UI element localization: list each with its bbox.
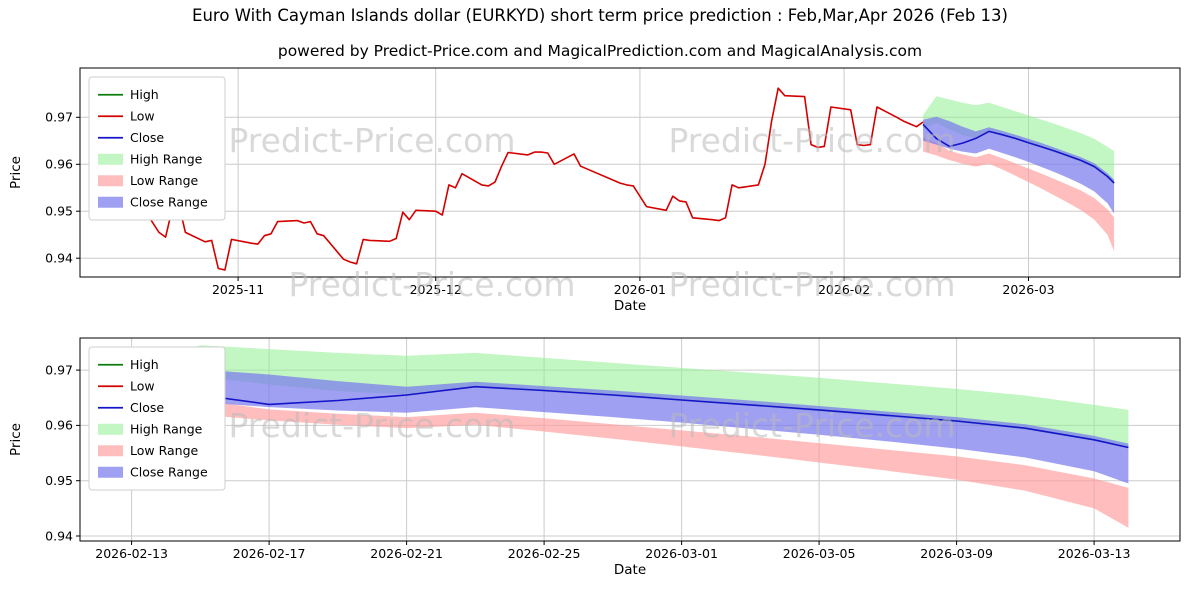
- y-tick-label: 0.97: [45, 110, 73, 125]
- watermark-text: Predict-Price.com: [668, 406, 955, 445]
- y-tick-label: 0.96: [45, 418, 73, 433]
- legend-patch-sample: [98, 175, 123, 187]
- plot-border: [79, 337, 1181, 542]
- legend-patch-sample: [98, 466, 123, 478]
- y-axis: 0.94 0.95 0.96 0.97 Price: [8, 110, 80, 266]
- band-close-range: [131, 369, 1129, 484]
- watermark-text: Predict-Price.com: [668, 265, 955, 304]
- legend-label: Close: [130, 130, 164, 145]
- legend-label: High Range: [130, 152, 203, 167]
- legend-label: Close: [130, 400, 164, 415]
- x-tick-label: 2026-02-13: [95, 546, 168, 561]
- y-axis: 0.94 0.95 0.96 0.97 Price: [8, 362, 80, 543]
- legend-patch-sample: [98, 196, 123, 208]
- x-axis-label: Date: [614, 562, 646, 578]
- band-low-range: [131, 393, 1129, 528]
- chart-subtitle: powered by Predict-Price.com and Magical…: [277, 42, 923, 60]
- y-axis-label: Price: [8, 423, 24, 456]
- band-low-range: [923, 137, 1115, 252]
- y-tick-label: 0.95: [45, 473, 73, 488]
- series-low-line: [138, 87, 924, 271]
- legend-label: Low: [130, 379, 155, 394]
- legend: High Low Close High Range Low Range Close Ran…: [88, 76, 226, 221]
- x-tick-label: 2026-03-05: [783, 546, 856, 561]
- series-close-line: [922, 123, 1115, 184]
- x-tick-label: 2026-03-01: [645, 546, 718, 561]
- legend-label: High: [130, 87, 159, 102]
- watermark-text: Predict-Price.com: [288, 265, 575, 304]
- y-tick-label: 0.94: [45, 251, 73, 266]
- x-tick-label: 2026-02-21: [370, 546, 443, 561]
- watermark-text: Predict-Price.com: [668, 121, 955, 160]
- x-tick-label: 2026-02-25: [508, 546, 581, 561]
- y-tick-label: 0.95: [45, 204, 73, 219]
- plot-border: [79, 67, 1181, 278]
- legend-label: Close Range: [130, 465, 208, 480]
- x-tick-label: 2025-12: [410, 282, 462, 297]
- x-tick-label: 2026-03: [1002, 282, 1054, 297]
- legend-label: Close Range: [130, 195, 208, 210]
- legend-label: High: [130, 357, 159, 372]
- y-tick-label: 0.96: [45, 157, 73, 172]
- legend-label: Low: [130, 109, 155, 124]
- legend-label: Low Range: [130, 173, 199, 188]
- x-axis-label: Date: [614, 298, 646, 314]
- x-tick-label: 2026-03-09: [920, 546, 993, 561]
- legend-patch-sample: [98, 423, 123, 435]
- y-tick-label: 0.94: [45, 528, 73, 543]
- x-tick-label: 2025-11: [212, 282, 264, 297]
- legend-label: High Range: [130, 422, 203, 437]
- watermark-text: Predict-Price.com: [228, 406, 515, 445]
- forecast-detail-chart: 2026-02-13 2026-02-17 2026-02-21 2026-02-25…: [8, 337, 1181, 578]
- x-axis: 2025-11 2025-12 2026-01 2026-02 2026-03 Date: [212, 277, 1055, 314]
- x-tick-label: 2026-01: [614, 282, 666, 297]
- legend-patch-sample: [98, 153, 123, 165]
- x-tick-label: 2026-02: [818, 282, 870, 297]
- legend-label: Low Range: [130, 443, 199, 458]
- y-axis-label: Price: [8, 156, 24, 189]
- series-close-line: [131, 377, 1129, 449]
- x-tick-label: 2026-02-17: [233, 546, 306, 561]
- watermark-text: Predict-Price.com: [228, 121, 515, 160]
- legend-patch-sample: [98, 445, 123, 457]
- y-tick-label: 0.97: [45, 362, 73, 377]
- x-tick-label: 2026-03-13: [1058, 546, 1131, 561]
- price-history-chart: 2025-11 2025-12 2026-01 2026-02 2026-03 Date 0…: [8, 67, 1181, 314]
- chart-title: Euro With Cayman Islands dollar (EURKYD)…: [192, 6, 1008, 25]
- x-axis: 2026-02-13 2026-02-17 2026-02-21 2026-02-25…: [95, 541, 1130, 578]
- legend: High Low Close High Range Low Range Close Ran…: [88, 346, 226, 491]
